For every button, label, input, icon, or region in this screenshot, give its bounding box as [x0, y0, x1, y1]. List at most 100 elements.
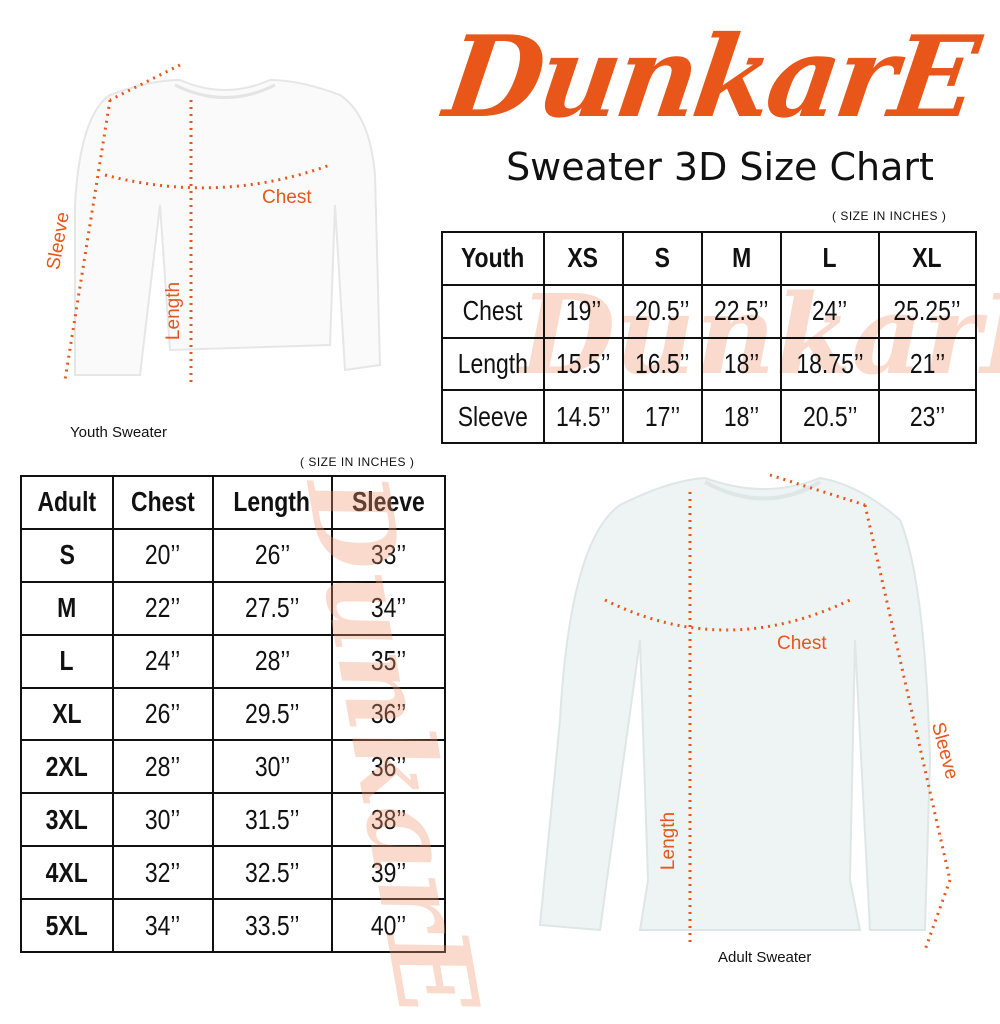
cell-text: 38’’	[370, 803, 406, 835]
cell-text: 5XL	[45, 909, 88, 941]
adult-sweater-illustration	[538, 473, 952, 951]
adult-table-row: 5XL 34’’ 33.5’’ 40’’	[20, 898, 447, 953]
cell-text: Length	[457, 347, 528, 379]
youth-header-cell: XS	[542, 231, 624, 286]
cell-text: 4XL	[45, 856, 88, 888]
youth-value-cell: 17’’	[621, 389, 704, 444]
cell-text: 16.5’’	[635, 347, 690, 379]
cell-text: Sleeve	[457, 400, 528, 432]
adult-table-row: M 22’’ 27.5’’ 34’’	[20, 580, 447, 636]
adult-table-row: XL 26’’ 29.5’’ 36’’	[20, 686, 447, 742]
cell-text: L	[822, 242, 837, 274]
cell-text: 18’’	[724, 347, 760, 379]
adult-row-label: S	[20, 527, 114, 583]
cell-text: L	[59, 645, 74, 677]
cell-text: S	[59, 539, 75, 571]
youth-table-row: Chest 19’’ 20.5’’ 22.5’’ 24’’ 25.25’’	[441, 283, 978, 339]
youth-value-cell: 23’’	[877, 389, 978, 444]
youth-header-cell: S	[621, 231, 704, 286]
youth-value-cell: 24’’	[780, 283, 880, 339]
cell-text: XL	[52, 697, 82, 729]
cell-text: 36’’	[370, 697, 406, 729]
adult-value-cell: 22’’	[111, 580, 214, 636]
cell-text: 34’’	[145, 909, 181, 941]
adult-header-cell: Sleeve	[330, 475, 447, 530]
cell-text: 18’’	[724, 400, 760, 432]
youth-row-label: Chest	[441, 283, 545, 339]
cell-text: 15.5’’	[555, 347, 611, 379]
adult-chest-label: Chest	[777, 633, 827, 654]
adult-value-cell: 28’’	[111, 739, 214, 795]
cell-text: Chest	[130, 486, 195, 518]
youth-header-cell: M	[701, 231, 783, 286]
cell-text: 31.5’’	[244, 803, 300, 835]
cell-text: 3XL	[45, 803, 88, 835]
cell-text: 20.5’’	[802, 400, 858, 432]
cell-text: 30’’	[145, 803, 181, 835]
cell-text: 39’’	[370, 856, 406, 888]
youth-row-label: Sleeve	[441, 389, 545, 444]
youth-table-row: Length 15.5’’ 16.5’’ 18’’ 18.75’’ 21’’	[441, 336, 978, 392]
cell-text: 40’’	[370, 909, 406, 941]
cell-text: Sleeve	[351, 486, 425, 518]
youth-value-cell: 19’’	[542, 283, 624, 339]
youth-value-cell: 22.5’’	[701, 283, 783, 339]
adult-value-cell: 33’’	[330, 527, 447, 583]
adult-value-cell: 32.5’’	[211, 845, 333, 900]
cell-text: 17’’	[644, 400, 681, 432]
cell-text: 14.5’’	[555, 400, 611, 432]
adult-value-cell: 26’’	[111, 686, 214, 742]
youth-sweater-illustration	[63, 63, 382, 385]
cell-text: 21’’	[909, 347, 945, 379]
cell-text: Length	[233, 486, 311, 518]
cell-text: 32.5’’	[244, 856, 300, 888]
cell-text: 25.25’’	[893, 295, 961, 327]
cell-text: 20.5’’	[635, 295, 690, 327]
cell-text: 36’’	[370, 750, 406, 782]
youth-header-row: Youth XS S M L XL	[441, 231, 978, 286]
adult-caption: Adult Sweater	[718, 949, 812, 966]
cell-text: 24’’	[145, 645, 181, 677]
cell-text: 2XL	[45, 750, 88, 782]
adult-header-cell: Adult	[20, 475, 114, 530]
youth-size-note: ( SIZE IN INCHES )	[832, 209, 947, 223]
adult-value-cell: 34’’	[330, 580, 447, 636]
adult-value-cell: 20’’	[111, 527, 214, 583]
adult-header-row: Adult Chest Length Sleeve	[20, 475, 447, 530]
adult-value-cell: 39’’	[330, 845, 447, 900]
youth-length-label: Length	[163, 281, 185, 341]
adult-value-cell: 30’’	[211, 739, 333, 795]
cell-text: 27.5’’	[244, 592, 300, 624]
brand-logo: DunkarE	[437, 12, 983, 143]
cell-text: 33’’	[370, 539, 406, 571]
adult-table-row: 2XL 28’’ 30’’ 36’’	[20, 739, 447, 795]
adult-value-cell: 36’’	[330, 739, 447, 795]
youth-header-cell: L	[780, 231, 880, 286]
cell-text: 18.75’’	[796, 347, 864, 379]
cell-text: XL	[912, 242, 942, 274]
cell-text: 22’’	[145, 592, 181, 624]
youth-value-cell: 18’’	[701, 389, 783, 444]
adult-value-cell: 24’’	[111, 633, 214, 689]
youth-value-cell: 18’’	[701, 336, 783, 392]
adult-header-cell: Chest	[111, 475, 214, 530]
cell-text: 29.5’’	[244, 697, 300, 729]
adult-table-row: 3XL 30’’ 31.5’’ 38’’	[20, 792, 447, 848]
cell-text: 23’’	[909, 400, 945, 432]
cell-text: M	[732, 242, 752, 274]
page-title: Sweater 3D Size Chart	[506, 145, 934, 189]
youth-header-cell: Youth	[441, 231, 545, 286]
youth-value-cell: 25.25’’	[877, 283, 978, 339]
cell-text: 33.5’’	[244, 909, 300, 941]
youth-chest-label: Chest	[262, 187, 312, 208]
cell-text: M	[57, 592, 77, 624]
adult-row-label: XL	[20, 686, 114, 742]
youth-table-row: Sleeve 14.5’’ 17’’ 18’’ 20.5’’ 23’’	[441, 389, 978, 444]
youth-size-table: Youth XS S M L XL Chest 19’’ 20.5’’ 22.5’’ 24’’ 25.…	[441, 231, 978, 444]
youth-value-cell: 21’’	[877, 336, 978, 392]
youth-header-cell: XL	[877, 231, 978, 286]
adult-row-label: 4XL	[20, 845, 114, 900]
youth-value-cell: 16.5’’	[621, 336, 704, 392]
cell-text: S	[654, 242, 671, 274]
adult-row-label: 3XL	[20, 792, 114, 848]
